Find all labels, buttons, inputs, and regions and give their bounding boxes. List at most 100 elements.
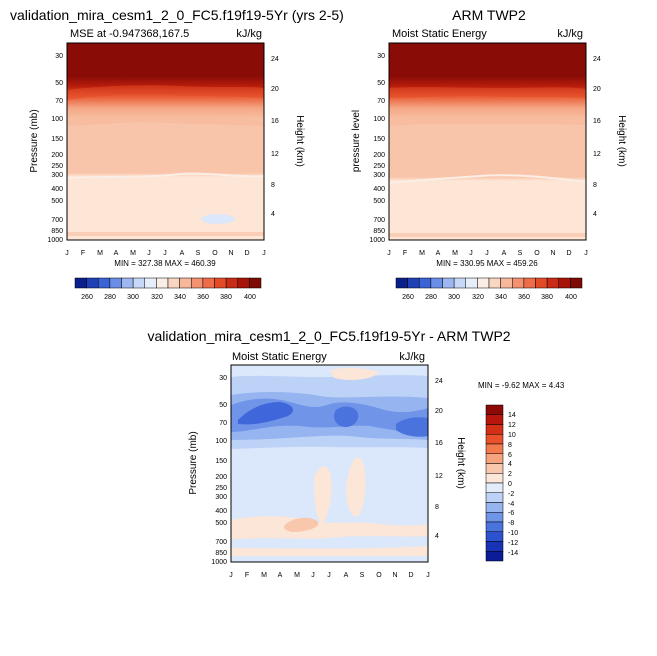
- colorbar-swatch: [485, 531, 504, 542]
- panel-model-cool-blob: [201, 214, 235, 224]
- panel-obs-colorbar: [395, 277, 583, 289]
- diff-region-surface-warm: [231, 546, 428, 556]
- panel-diff-ylabel: Pressure (mb): [188, 431, 199, 494]
- x-tick-label: J: [229, 572, 233, 579]
- colorbar-swatch: [523, 277, 536, 289]
- panel-model-title: validation_mira_cesm1_2_0_FC5.f19f19-5Yr…: [10, 7, 344, 23]
- panel-diff-colorbar: [485, 404, 504, 562]
- y-tick-label: 100: [373, 116, 385, 123]
- y-tick-label: 250: [51, 163, 63, 170]
- colorbar-label: 6: [508, 452, 512, 459]
- panel-obs-y-ticks: 30 50 70 100 150 200 250 300 400 500 700…: [369, 53, 385, 244]
- x-tick-label: S: [360, 572, 365, 579]
- colorbar-swatch: [485, 482, 504, 493]
- panel-model-frame: [66, 42, 265, 241]
- diff-region-warm-top: [330, 367, 380, 380]
- diff-region-deep-blue-2: [333, 406, 359, 428]
- y-right-tick-label: 16: [271, 118, 279, 125]
- colorbar-swatch: [485, 463, 504, 474]
- colorbar-swatch: [144, 277, 157, 289]
- colorbar-swatch: [485, 521, 504, 532]
- y-right-tick-label: 24: [271, 56, 279, 63]
- panel-diff-title: validation_mira_cesm1_2_0_FC5.f19f19-5Yr…: [147, 328, 510, 344]
- x-tick-label: D: [244, 250, 249, 257]
- colorbar-label: 380: [220, 294, 232, 301]
- x-tick-label: D: [408, 572, 413, 579]
- panel-diff-colorbar-labels: 14 12 10 8 6 4 2 0 -2 -4 -6 -8 -10 -12 -…: [508, 412, 518, 557]
- y-tick-label: 100: [51, 116, 63, 123]
- y-right-tick-label: 16: [593, 118, 601, 125]
- x-tick-label: D: [566, 250, 571, 257]
- colorbar-swatch: [488, 277, 501, 289]
- colorbar-label: 360: [197, 294, 209, 301]
- colorbar-swatch: [225, 277, 238, 289]
- x-tick-label: A: [278, 572, 283, 579]
- colorbar-swatch: [485, 502, 504, 513]
- panel-diff-ylabel-right: Height (km): [455, 437, 466, 489]
- panel-obs-colorbar-labels: 260 280 300 320 340 360 380 400: [402, 294, 577, 301]
- colorbar-label: 0: [508, 481, 512, 488]
- panel-model: validation_mira_cesm1_2_0_FC5.f19f19-5Yr…: [10, 7, 344, 301]
- panel-obs-y-right-ticks: 24 20 16 12 8 4: [593, 56, 601, 218]
- x-tick-label: J: [262, 250, 266, 257]
- colorbar-swatch: [485, 492, 504, 503]
- panel-obs-contour-lower: [388, 174, 587, 184]
- colorbar-label: 320: [151, 294, 163, 301]
- panel-obs-ylabel-right: Height (km): [616, 115, 627, 167]
- diff-region-warm-vertical-1: [314, 466, 332, 523]
- y-tick-label: 700: [215, 539, 227, 546]
- colorbar-swatch: [570, 277, 583, 289]
- y-tick-label: 250: [373, 163, 385, 170]
- diff-region-deep-blue-3: [396, 417, 428, 437]
- y-tick-label: 70: [377, 98, 385, 105]
- panel-model-ylabel-right: Height (km): [294, 115, 305, 167]
- y-tick-label: 400: [51, 186, 63, 193]
- y-tick-label: 150: [373, 136, 385, 143]
- y-right-tick-label: 24: [593, 56, 601, 63]
- colorbar-swatch: [214, 277, 227, 289]
- x-tick-label: A: [180, 250, 185, 257]
- x-tick-label: M: [419, 250, 425, 257]
- diff-region-warm-blob: [284, 517, 319, 532]
- colorbar-swatch: [109, 277, 122, 289]
- colorbar-label: 14: [508, 412, 516, 419]
- y-tick-label: 250: [215, 485, 227, 492]
- colorbar-label: 280: [104, 294, 116, 301]
- x-tick-label: J: [163, 250, 167, 257]
- y-tick-label: 850: [215, 550, 227, 557]
- colorbar-swatch: [237, 277, 250, 289]
- x-tick-label: M: [294, 572, 300, 579]
- x-tick-label: M: [97, 250, 103, 257]
- colorbar-swatch: [485, 443, 504, 454]
- x-tick-label: A: [344, 572, 349, 579]
- y-tick-label: 200: [215, 474, 227, 481]
- x-tick-label: J: [147, 250, 151, 257]
- x-tick-label: J: [387, 250, 391, 257]
- colorbar-label: 380: [541, 294, 553, 301]
- y-tick-label: 700: [373, 217, 385, 224]
- y-tick-label: 70: [55, 98, 63, 105]
- colorbar-swatch: [485, 424, 504, 435]
- x-tick-label: J: [65, 250, 69, 257]
- x-tick-label: J: [311, 572, 315, 579]
- panel-model-colorbar: [74, 277, 262, 289]
- colorbar-label: 340: [174, 294, 186, 301]
- y-right-tick-label: 24: [435, 378, 443, 385]
- y-tick-label: 150: [51, 136, 63, 143]
- y-tick-label: 200: [373, 152, 385, 159]
- x-tick-label: F: [81, 250, 85, 257]
- x-tick-label: O: [534, 250, 540, 257]
- colorbar-swatch: [512, 277, 525, 289]
- y-tick-label: 50: [219, 402, 227, 409]
- y-tick-label: 70: [219, 420, 227, 427]
- colorbar-label: 400: [244, 294, 256, 301]
- y-right-tick-label: 4: [593, 211, 597, 218]
- y-right-tick-label: 16: [435, 440, 443, 447]
- x-tick-label: A: [436, 250, 441, 257]
- colorbar-swatch: [132, 277, 145, 289]
- colorbar-label: 400: [565, 294, 577, 301]
- y-right-tick-label: 4: [271, 211, 275, 218]
- panel-model-y-right-ticks: 24 20 16 12 8 4: [271, 56, 279, 218]
- colorbar-label: 260: [402, 294, 414, 301]
